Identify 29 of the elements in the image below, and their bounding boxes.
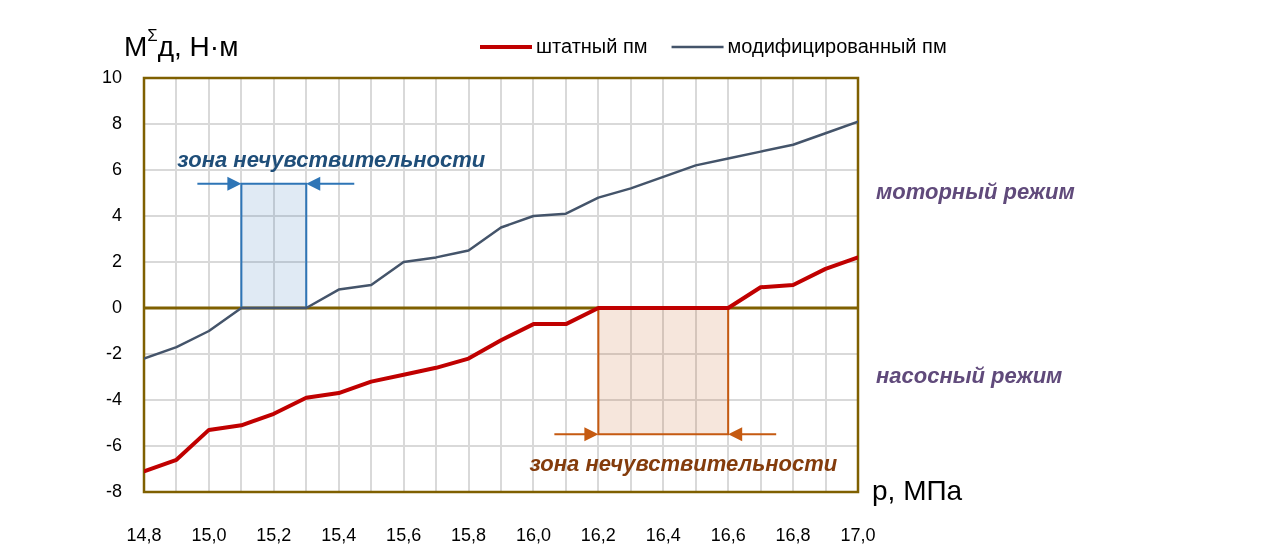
x-tick-label: 15,0 — [191, 524, 227, 545]
x-tick-label: 17,0 — [840, 524, 876, 545]
legend-label: штатный пм — [536, 34, 648, 57]
y-tick-label: -8 — [105, 480, 122, 501]
legend-label: модифицированный пм — [727, 34, 947, 57]
x-tick-label: 15,4 — [321, 524, 357, 545]
x-axis-title: p, МПа — [872, 474, 963, 506]
y-tick-label: 0 — [111, 296, 122, 317]
y-tick-label: 8 — [111, 112, 122, 133]
x-tick-label: 16,4 — [645, 524, 681, 545]
text: моторный режим — [876, 179, 1075, 205]
band-label: зона нечувствительности — [529, 451, 838, 477]
band-label: зона нечувствительности — [177, 146, 486, 172]
x-tick-label: 15,2 — [256, 524, 292, 545]
y-tick-label: -2 — [105, 342, 122, 363]
y-tick-label: 6 — [111, 158, 122, 179]
y-tick-label: -4 — [105, 388, 122, 409]
y-tick-label: -6 — [105, 434, 122, 455]
x-tick-label: 14,8 — [126, 524, 162, 545]
x-tick-label: 16,0 — [515, 524, 551, 545]
y-tick-label: 10 — [101, 66, 122, 87]
x-tick-label: 16,6 — [710, 524, 746, 545]
x-tick-label: 16,2 — [580, 524, 616, 545]
x-tick-label: 15,6 — [386, 524, 422, 545]
x-tick-label: 16,8 — [775, 524, 811, 545]
y-tick-label: 4 — [111, 204, 122, 225]
text: насосный режим — [876, 363, 1063, 389]
x-tick-label: 15,8 — [451, 524, 487, 545]
y-tick-label: 2 — [111, 250, 122, 271]
